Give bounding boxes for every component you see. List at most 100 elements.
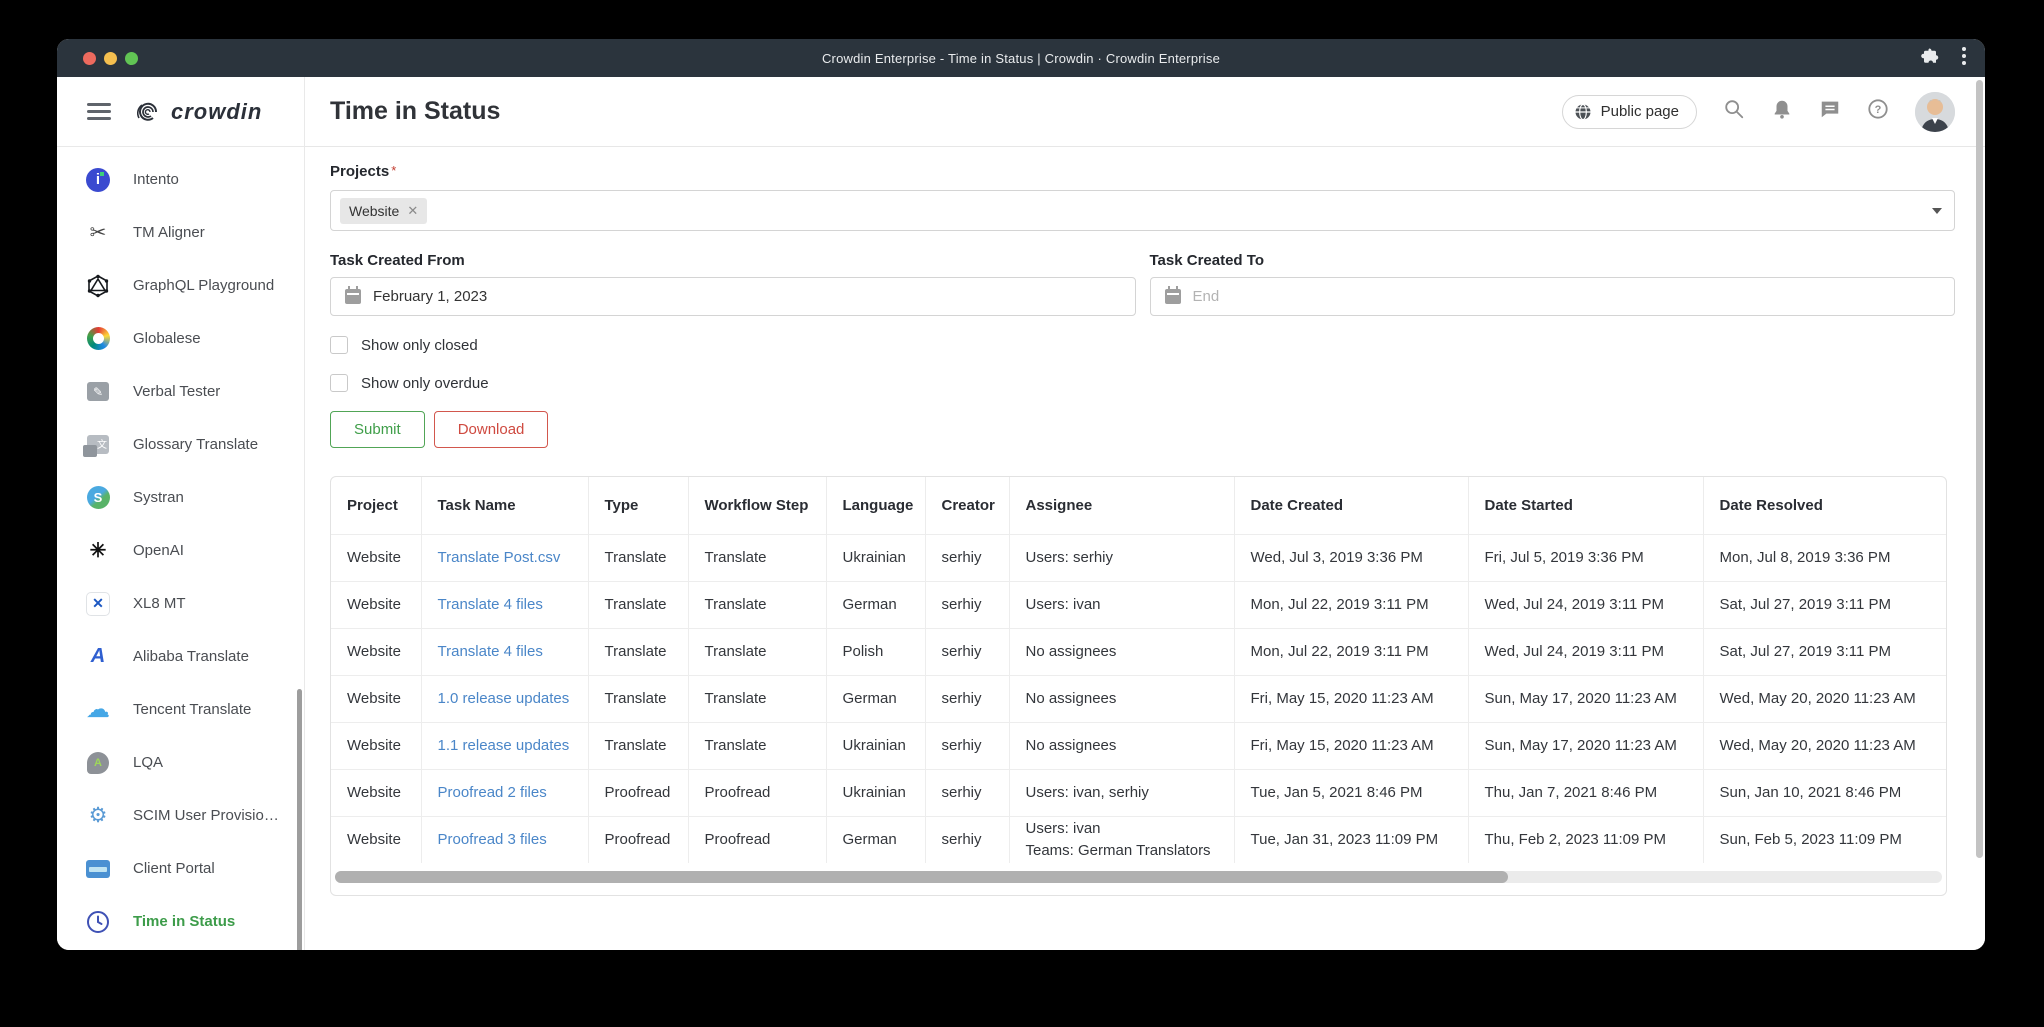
show-only-closed-row[interactable]: Show only closed [330,336,1955,354]
task-link[interactable]: Proofread 2 files [437,783,547,801]
cell-step: Translate [687,627,826,675]
sidebar-item-client-portal[interactable]: Client Portal [57,842,304,895]
extensions-icon[interactable] [1921,47,1939,70]
horizontal-scrollbar-track[interactable] [335,871,1942,883]
intento-icon: i [86,167,110,192]
cell-step: Translate [687,580,826,628]
cell-created: Fri, May 15, 2020 11:23 AM [1233,721,1468,769]
cell-step: Proofread [687,815,826,863]
cell-assignee: Users: ivan Teams: German Translators [1008,815,1234,863]
sidebar-item-glossary-translate[interactable]: Glossary Translate [57,418,304,471]
lqa-icon [87,751,109,774]
column-header-workflow-step: Workflow Step [687,477,826,534]
remove-project-icon[interactable]: ✕ [407,202,419,218]
sidebar-item-scim-user-provisio[interactable]: ⚙ SCIM User Provisio… [57,789,304,842]
sidebar-item-verbal-tester[interactable]: Verbal Tester [57,365,304,418]
browser-menu-icon[interactable] [1961,46,1967,71]
sidebar-item-alibaba-translate[interactable]: A Alibaba Translate [57,630,304,683]
required-asterisk: * [391,163,397,178]
sidebar-item-time-in-status[interactable]: Time in Status [57,895,304,948]
task-link[interactable]: 1.1 release updates [437,736,570,754]
column-header-creator: Creator [924,477,1009,534]
sidebar-item-intento[interactable]: i Intento [57,153,304,206]
table-row: Website Translate 4 files Translate Transla… [331,580,1946,628]
task-link[interactable]: Translate 4 files [437,642,543,660]
project-tag-label: Website [349,202,400,219]
cell-resolved: Wed, May 20, 2020 11:23 AM [1702,674,1946,722]
sidebar-item-lqa[interactable]: LQA [57,736,304,789]
projects-select[interactable]: Website ✕ [330,190,1955,231]
sidebar-item-label: TM Aligner [133,224,205,241]
minimize-button[interactable] [104,51,117,65]
task-created-to-placeholder: End [1192,288,1220,305]
time-in-status-form: Projects * Website ✕ Task Created From [305,147,1985,896]
show-only-overdue-label: Show only overdue [361,374,489,392]
menu-icon[interactable] [87,99,111,124]
cell-assignee: Users: serhiy [1008,533,1234,581]
crowdin-logo[interactable]: crowdin [131,98,262,126]
column-header-type: Type [587,477,688,534]
cell-type: Translate [587,674,688,722]
search-icon[interactable] [1723,98,1745,125]
window-titlebar: Crowdin Enterprise - Time in Status | Cr… [57,39,1985,77]
cell-created: Tue, Jan 5, 2021 8:46 PM [1233,768,1468,816]
task-link[interactable]: Translate 4 files [437,595,543,613]
cell-resolved: Sun, Feb 5, 2023 11:09 PM [1702,815,1946,863]
cell-creator: serhiy [924,533,1009,581]
xl8-icon: ✕ [86,591,110,616]
sidebar-item-label: Tencent Translate [133,701,252,718]
traffic-lights [83,39,138,77]
horizontal-scrollbar-thumb[interactable] [335,871,1509,883]
task-link[interactable]: Proofread 3 files [437,830,547,848]
messages-icon[interactable] [1819,98,1841,125]
task-link[interactable]: Translate Post.csv [437,548,561,566]
column-header-date-resolved: Date Resolved [1702,477,1946,534]
sidebar-item-tm-aligner[interactable]: ✂ TM Aligner [57,206,304,259]
table-row: Website 1.1 release updates Translate Trans… [331,721,1946,769]
sidebar-item-label: LQA [133,754,164,771]
task-link[interactable]: 1.0 release updates [437,689,570,707]
show-only-overdue-checkbox[interactable] [330,374,348,392]
public-page-button[interactable]: Public page [1561,94,1697,129]
cell-assignee: No assignees [1008,721,1234,769]
page-title: Time in Status [330,97,501,125]
show-only-overdue-row[interactable]: Show only overdue [330,374,1955,392]
sidebar-item-label: Alibaba Translate [133,648,249,665]
cell-project: Website [331,580,421,628]
user-avatar[interactable] [1915,91,1955,132]
notifications-icon[interactable] [1771,98,1793,125]
sidebar-item-xl8-mt[interactable]: ✕ XL8 MT [57,577,304,630]
help-icon[interactable]: ? [1867,98,1889,125]
maximize-button[interactable] [125,51,138,65]
task-created-from-field[interactable]: February 1, 2023 [330,277,1136,316]
cell-created: Mon, Jul 22, 2019 3:11 PM [1233,580,1468,628]
column-header-assignee: Assignee [1008,477,1234,534]
sidebar-item-tencent-translate[interactable]: ☁ Tencent Translate [57,683,304,736]
download-button[interactable]: Download [433,411,549,448]
sidebar-item-graphql-playground[interactable]: GraphQL Playground [57,259,304,312]
show-only-closed-checkbox[interactable] [330,336,348,354]
cell-creator: serhiy [924,627,1009,675]
sidebar-item-label: Glossary Translate [133,436,259,453]
cell-started: Thu, Feb 2, 2023 11:09 PM [1467,815,1703,863]
cell-language: Ukrainian [825,768,925,816]
column-header-date-started: Date Started [1467,477,1703,534]
close-button[interactable] [83,51,96,65]
cell-resolved: Sat, Jul 27, 2019 3:11 PM [1702,627,1946,675]
main-panel: Time in Status Public page [305,77,1985,950]
gear-icon: ⚙ [88,804,108,827]
submit-button[interactable]: Submit [330,411,425,448]
public-page-label: Public page [1600,103,1679,120]
projects-label: Projects [330,163,390,180]
scissors-icon: ✂ [89,221,107,244]
cell-assignee: Users: ivan [1008,580,1234,628]
sidebar-item-label: Globalese [133,330,201,347]
task-created-to-field[interactable]: End [1149,277,1955,316]
sidebar-item-systran[interactable]: S Systran [57,471,304,524]
sidebar-item-openai[interactable]: ✳ OpenAI [57,524,304,577]
sidebar-item-globalese[interactable]: Globalese [57,312,304,365]
calendar-icon [345,286,361,304]
vertical-scrollbar-thumb[interactable] [1976,80,1983,858]
sidebar-item-label: Systran [133,489,184,506]
sidebar-scrollbar[interactable] [297,689,302,950]
